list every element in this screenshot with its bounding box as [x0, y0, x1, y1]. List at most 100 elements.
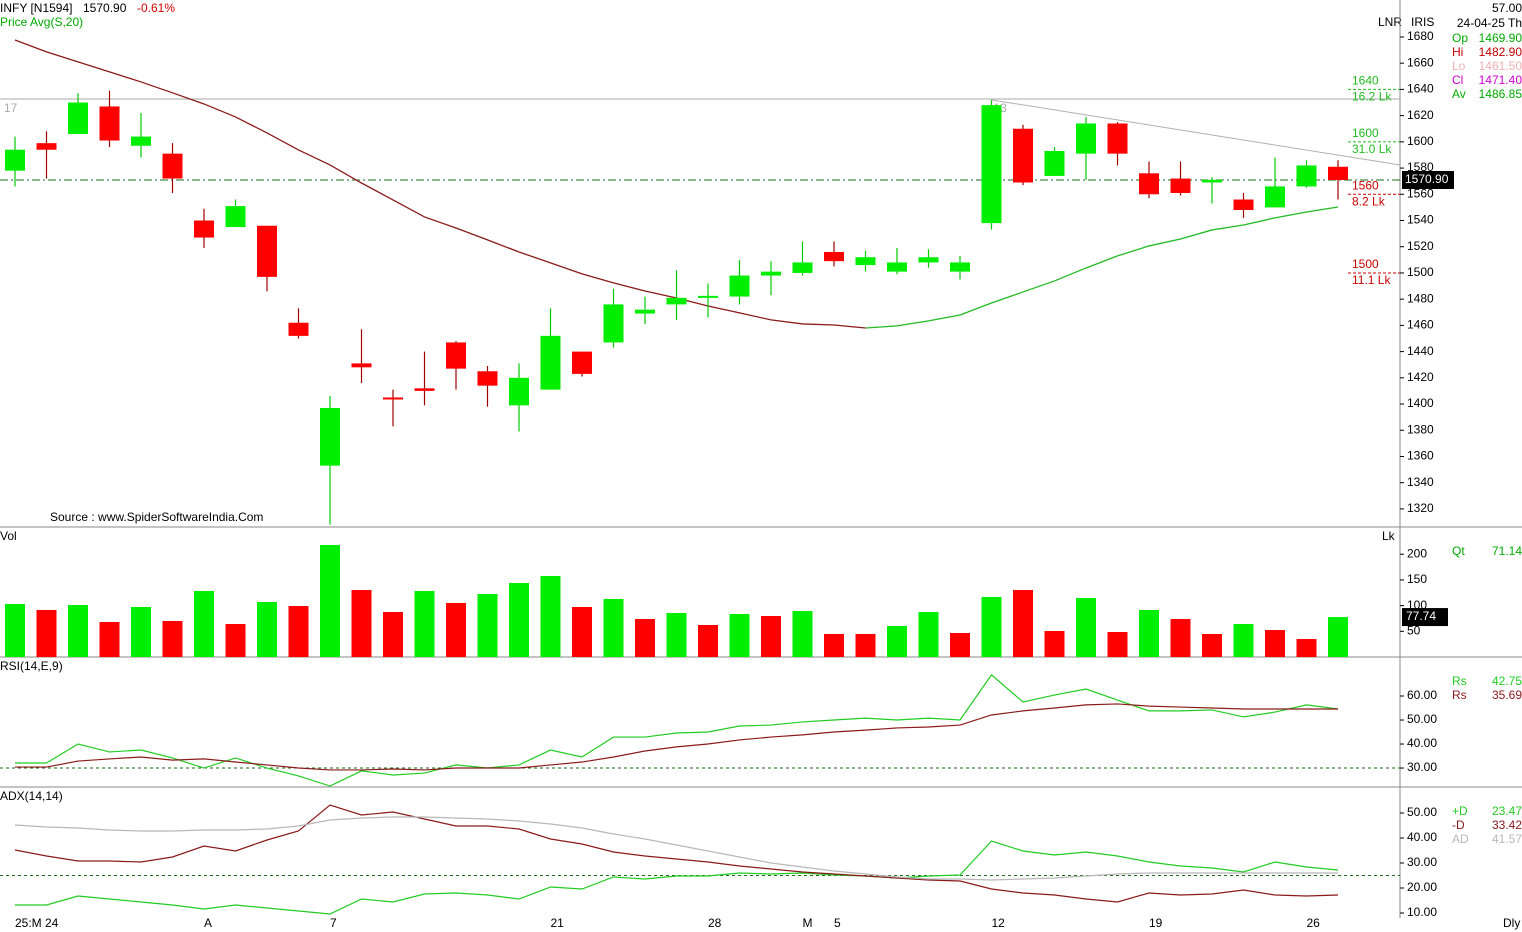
legend-value: 33.42: [1492, 818, 1522, 832]
x-tick-label: M: [803, 916, 813, 930]
legend-value: 23.47: [1492, 804, 1522, 818]
y-tick-label: 1640: [1407, 82, 1434, 96]
y-tick-label: 200: [1407, 546, 1427, 560]
y-tick-label: 1480: [1407, 291, 1434, 305]
volume-bar: [698, 624, 718, 657]
volume-bar: [950, 633, 970, 657]
y-tick-label: 1540: [1407, 213, 1434, 227]
candle-body: [320, 407, 340, 466]
volume-bar: [603, 598, 624, 657]
change: -0.61%: [137, 1, 175, 15]
candle-body: [225, 206, 246, 228]
volume-bar: [1328, 617, 1348, 657]
y-tick-label: 1440: [1407, 344, 1434, 358]
candle-body: [1265, 186, 1285, 208]
indicator-line: [14, 804, 1339, 903]
info-value: 1482.90: [1479, 45, 1522, 59]
volume-bar: [635, 619, 655, 657]
volume-bar: [855, 633, 876, 657]
y-tick-label: 150: [1407, 572, 1427, 586]
candle-body: [36, 143, 57, 150]
candle-body: [572, 351, 592, 374]
candle-body: [1233, 199, 1254, 211]
y-tick-label: 50: [1407, 623, 1421, 637]
candle-body: [918, 257, 939, 263]
candle-body: [981, 105, 1002, 224]
info-value: 1469.90: [1479, 31, 1522, 45]
info-label: Op: [1452, 31, 1468, 45]
y-tick-label: 1500: [1407, 265, 1434, 279]
volume-bar: [509, 583, 529, 657]
candle-body: [414, 388, 435, 391]
y-tick-label: 1460: [1407, 318, 1434, 332]
volume-bar: [824, 633, 844, 657]
y-tick-label: 50.00: [1407, 805, 1437, 819]
y-tick-label: 1620: [1407, 108, 1434, 122]
x-tick-label: 28: [708, 916, 722, 930]
volume-bar: [446, 602, 466, 657]
volume-bar: [131, 607, 151, 657]
volume-bar: [761, 615, 781, 657]
indicator-line: [15, 840, 1339, 915]
volume-bar: [540, 576, 561, 657]
volume-bar: [5, 604, 25, 657]
volume-bar: [1076, 598, 1096, 657]
indicator-line: [15, 673, 1339, 787]
candle-body: [477, 371, 498, 386]
volume-bar: [1233, 624, 1254, 657]
panel-title: RSI(14,E,9): [0, 659, 63, 673]
candle-body: [887, 262, 907, 272]
candle-body: [729, 275, 750, 297]
y-tick-label: 1580: [1407, 160, 1434, 174]
volume-bar: [194, 591, 214, 657]
candle-body: [950, 262, 970, 272]
series-name: Price Avg(S,20): [0, 15, 83, 29]
x-tick-label: 5: [834, 916, 841, 930]
x-tick-label: 26: [1307, 916, 1321, 930]
x-tick-label: 21: [551, 916, 565, 930]
y-tick-label: 40.00: [1407, 830, 1437, 844]
volume-bar: [257, 602, 277, 657]
top-value: 57.00: [1492, 1, 1522, 15]
legend-value: 71.14: [1492, 544, 1522, 558]
volume-bar: [383, 611, 403, 657]
date: 24-04-25 Th: [1457, 16, 1522, 30]
volume-bar: [1139, 609, 1159, 657]
legend-name: Qt: [1452, 544, 1465, 558]
y-tick-label: 1520: [1407, 239, 1434, 253]
level-volume: 31.0 Lk: [1352, 142, 1392, 156]
period: Dly: [1503, 916, 1520, 930]
candle-body: [288, 322, 309, 336]
volume-bar: [729, 613, 750, 657]
volume-bar: [162, 620, 183, 657]
candle-body: [1107, 123, 1128, 154]
panel-title: Vol: [0, 529, 17, 543]
info-label: Cl: [1452, 73, 1463, 87]
y-tick-label: 1560: [1407, 186, 1434, 200]
y-tick-label: 1380: [1407, 422, 1434, 436]
volume-bar: [1107, 631, 1128, 657]
candle-body: [194, 220, 214, 238]
info-label: Hi: [1452, 45, 1463, 59]
y-tick-label: 1400: [1407, 396, 1434, 410]
volume-bar: [351, 589, 372, 657]
volume-bar: [1170, 619, 1191, 657]
candle-body: [509, 377, 529, 406]
candle-body: [446, 342, 466, 369]
volume-bar: [918, 611, 939, 657]
symbol: INFY [N1594]: [0, 1, 72, 15]
unit: Lk: [1382, 529, 1396, 543]
indicator-line: [15, 703, 1338, 771]
info-label: Lo: [1452, 59, 1466, 73]
moving-average: [865, 206, 1339, 329]
level-volume: 16.2 Lk: [1352, 90, 1392, 104]
moving-average: [14, 39, 866, 329]
level-volume: 8.2 Lk: [1352, 194, 1386, 208]
volume-bar: [1013, 589, 1033, 657]
volume-bar: [981, 596, 1002, 657]
y-tick-label: 1320: [1407, 501, 1434, 515]
y-tick-label: 1360: [1407, 449, 1434, 463]
level-value: 1640: [1352, 74, 1379, 88]
